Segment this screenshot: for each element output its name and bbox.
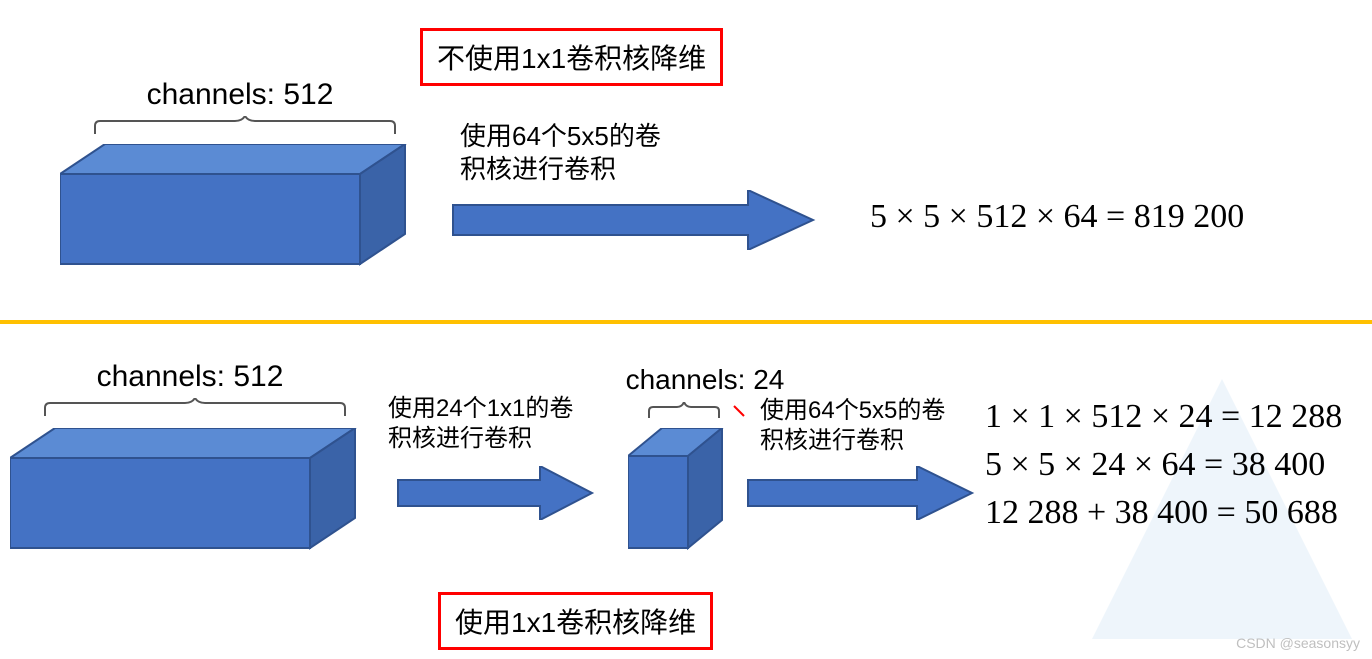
red-mark-icon [732,404,748,420]
brace-top [90,116,400,140]
equation-bottom-3: 12 288 + 38 400 = 50 688 [985,494,1342,532]
channels-label-bottom-left: channels: 512 [70,360,310,394]
arrow-bottomA [395,466,595,520]
cuboid-top [60,144,420,274]
bottom-section: channels: 512 使用24个1x1的卷 积核进行卷积 channels… [0,348,1372,608]
channels-label-bottom-right: channels: 24 [605,364,805,396]
arrow-top [448,190,818,250]
top-section: channels: 512 使用64个5x5的卷 积核进行卷积 5 × 5 × … [0,78,1372,298]
channels-label-top: channels: 512 [120,78,360,112]
divider-line [0,320,1372,324]
equation-bottom-2: 5 × 5 × 24 × 64 = 38 400 [985,446,1342,484]
arrow-caption-bottomB-line1: 使用64个5x5的卷 [760,397,945,424]
arrow-caption-bottomA-line1: 使用24个1x1的卷 [388,395,573,422]
arrow-caption-top-line1: 使用64个5x5的卷 [460,121,661,151]
title-with-text: 使用1x1卷积核降维 [455,607,696,638]
arrow-caption-top-line2: 积核进行卷积 [460,154,616,184]
brace-bottom-left [40,398,350,422]
arrow-caption-bottomA: 使用24个1x1的卷 积核进行卷积 [388,394,628,454]
arrow-bottomB [745,466,975,520]
equation-top: 5 × 5 × 512 × 64 = 819 200 [870,198,1244,236]
equation-bottom-1: 1 × 1 × 512 × 24 = 12 288 [985,398,1342,436]
title-with-box: 使用1x1卷积核降维 [438,592,713,650]
arrow-caption-top: 使用64个5x5的卷 积核进行卷积 [460,120,760,185]
title-without-text: 不使用1x1卷积核降维 [437,43,706,74]
cuboid-bottom-left [10,428,370,558]
arrow-caption-bottomB: 使用64个5x5的卷 积核进行卷积 [760,396,1000,456]
cuboid-bottom-right [628,428,738,558]
brace-bottom-right [645,402,723,422]
watermark-text: CSDN @seasonsyy [1236,635,1360,651]
arrow-caption-bottomA-line2: 积核进行卷积 [388,425,532,452]
arrow-caption-bottomB-line2: 积核进行卷积 [760,427,904,454]
equations-bottom: 1 × 1 × 512 × 24 = 12 288 5 × 5 × 24 × 6… [985,398,1342,532]
